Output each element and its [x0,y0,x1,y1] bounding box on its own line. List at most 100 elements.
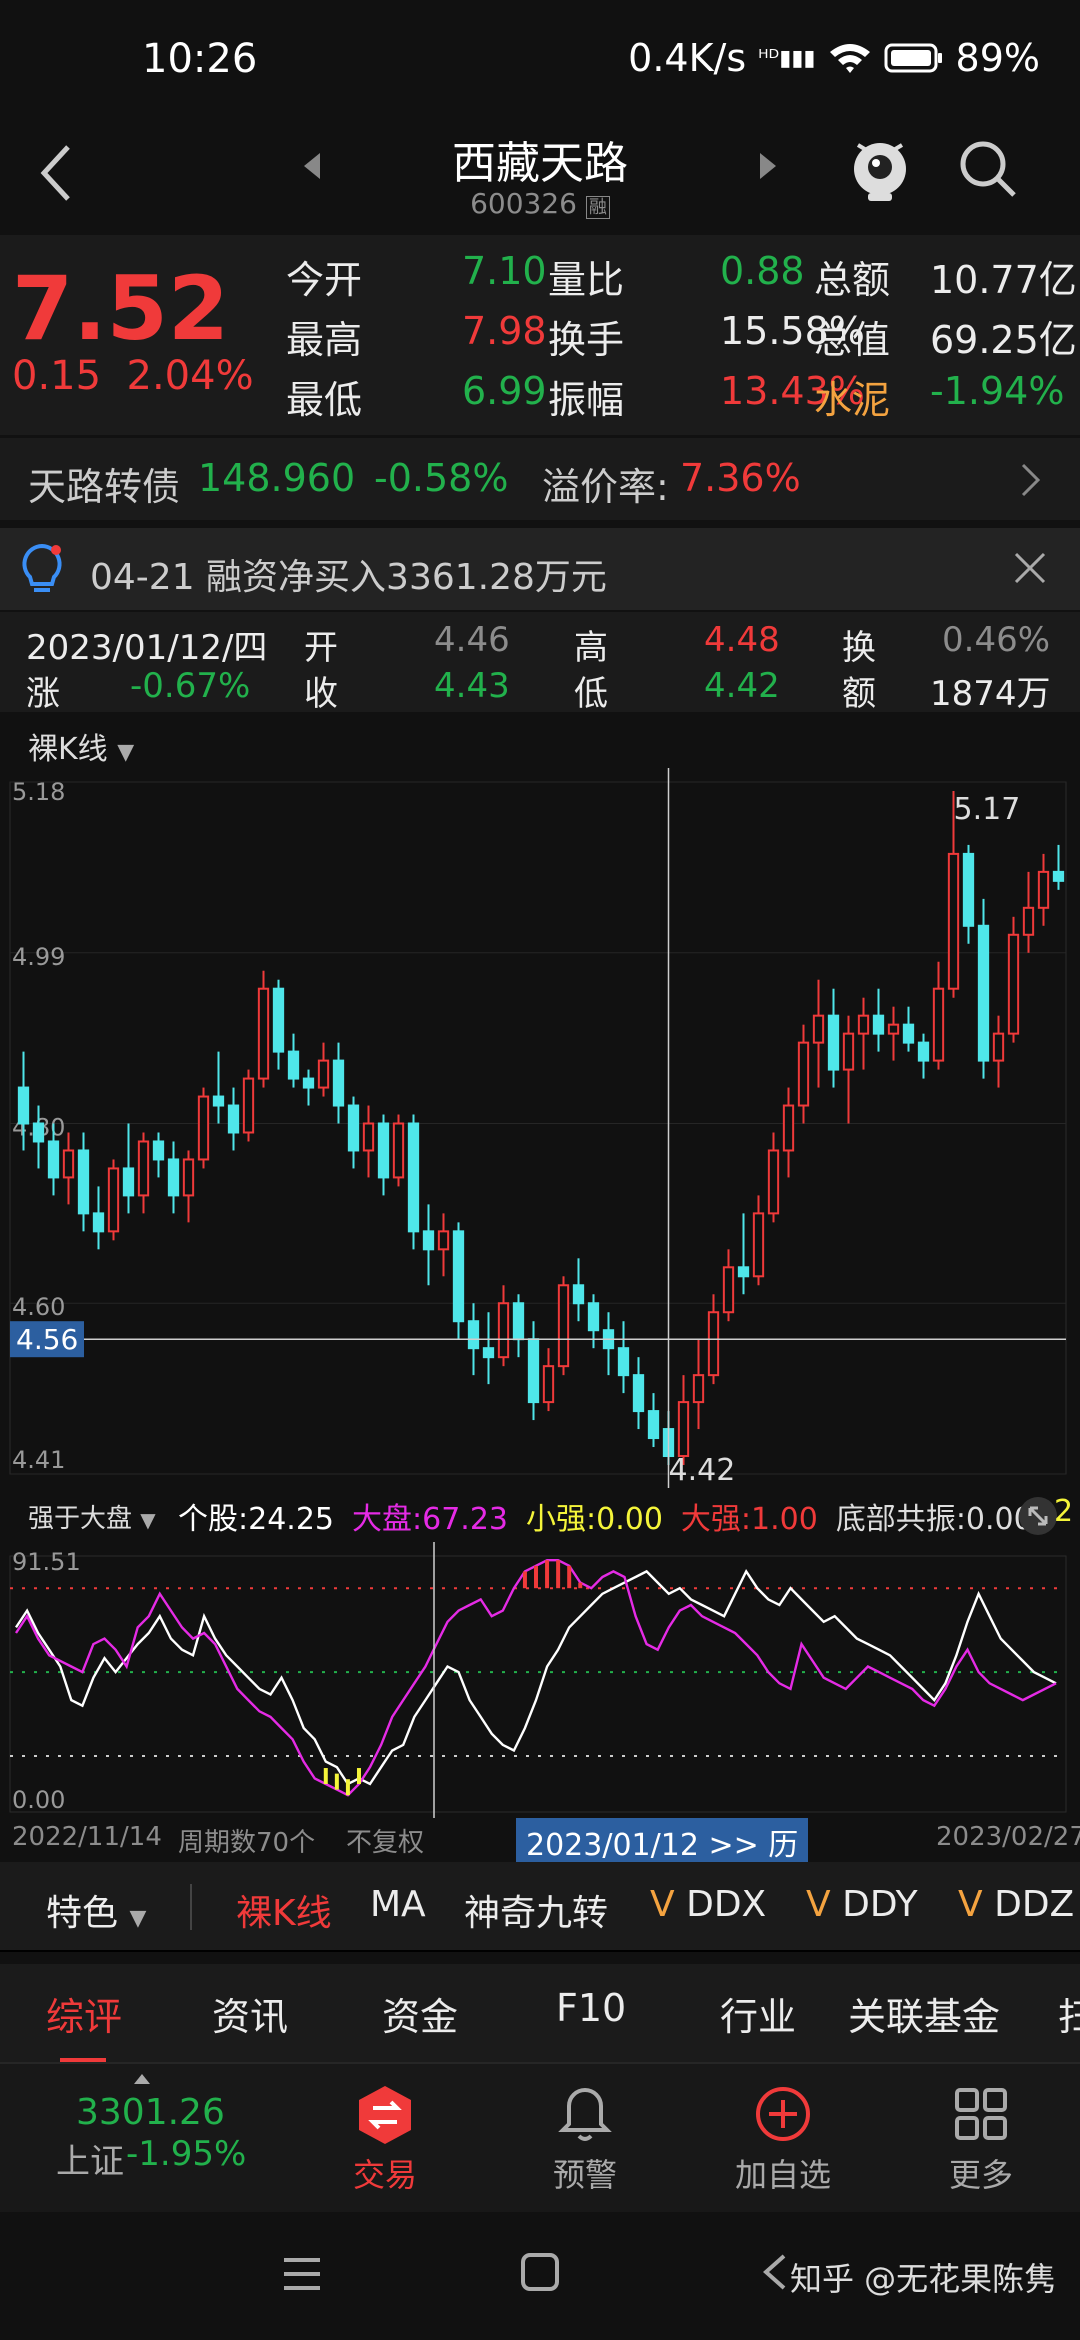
next-stock-icon[interactable] [756,151,780,181]
low-value: 4.42 [704,666,780,706]
high-label: 高 [574,628,608,668]
candle-body [17,1086,30,1125]
title-bar: 西藏天路 600326 融 [0,125,1080,235]
add-watchlist-button[interactable]: 加自选 [718,2084,848,2204]
candle-body [422,1230,435,1251]
close-icon[interactable] [1012,550,1048,586]
tab-more[interactable]: 扫 [1058,1995,1080,2039]
network-speed: 0.4K/s [628,36,747,80]
tab-related-funds[interactable]: 关联基金 [848,1995,1001,2039]
axis-current-date[interactable]: 2023/01/12 >> 历 [516,1818,809,1866]
feature-ddz[interactable]: V DDZ [958,1884,1075,1925]
candle-body [572,1284,585,1305]
alert-button[interactable]: 预警 [520,2084,650,2204]
candle-body [47,1140,60,1179]
candlestick-svg: 5.184.994.804.604.414.565.174.42 [9,768,1067,1488]
stock-strength-line [14,1568,1057,1786]
back-icon[interactable] [38,143,78,203]
change-value: -0.67% [130,666,251,706]
feature-ma[interactable]: MA [370,1884,426,1925]
feature-bar: 特色 ▼ 裸K线 MA 神奇九转 V DDX V DDY V DDZ [0,1862,1080,1952]
candle-body [917,1041,930,1062]
feature-menu[interactable]: 特色 ▼ [46,1893,147,1934]
bond-name: 天路转债 [28,465,181,509]
back-nav-icon[interactable] [760,2252,790,2292]
prev-stock-icon[interactable] [300,151,324,181]
menu-icon[interactable] [282,2256,322,2292]
index-quote[interactable]: 3301.26 上证 -1.95% [0,2064,290,2214]
tab-news[interactable]: 资讯 [212,1995,289,2039]
candle-body [737,1266,750,1278]
quote-label: 水泥 [814,378,891,422]
more-label: 更多 [948,2156,1013,2194]
tab-funds[interactable]: 资金 [382,1995,459,2039]
more-button[interactable]: 更多 [916,2084,1046,2204]
wifi-icon [829,44,870,73]
expand-icon[interactable] [1018,1496,1058,1536]
index-value: 3301.26 [76,2092,225,2133]
crosshair-label: 4.56 [16,1323,78,1356]
candle-body [362,1122,375,1152]
candle-body [647,1410,660,1440]
indicator-svg: 91.51 0.00 [9,1542,1067,1818]
crosshair-label-box [10,1321,84,1358]
search-icon[interactable] [956,137,1020,201]
candle-body [332,1059,345,1107]
feature-naked-kline[interactable]: 裸K线 [236,1893,332,1934]
legend-value: 0.00 [596,1502,663,1537]
candle-body [812,1014,825,1044]
candle-body [137,1140,150,1197]
candle-body [227,1104,240,1134]
candle-body [902,1023,915,1044]
feature-magic-nine[interactable]: 神奇九转 [464,1893,609,1934]
candle-body [857,1014,870,1035]
candle-body [347,1104,360,1152]
quote-panel: 7.52 0.15 2.04% 今开 7.10 量比 0.88 总额 10.77亿 最高 7.… [0,235,1080,435]
indicator-chart[interactable]: 91.51 0.00 [0,1542,1080,1818]
amount-label: 额 [842,674,876,714]
home-icon[interactable] [520,2252,560,2292]
candlestick-chart[interactable]: 5.184.994.804.604.414.565.174.42 [0,768,1080,1488]
quote-label: 今开 [286,258,363,302]
convertible-bond-row[interactable]: 天路转债 148.960 -0.58% 溢价率: 7.36% [0,438,1080,520]
y-tick-label: 91.51 [12,1548,81,1576]
trade-label: 交易 [352,2156,417,2194]
notice-text: 04-21 融资净买入3361.28万元 [90,557,607,598]
indicator-legend-bar: 强于大盘 ▼ 个股:24.25 大盘:67.23 小强:0.00 大强:1.00 底部共… [0,1488,1080,1542]
candle-body [557,1284,570,1368]
margin-notice[interactable]: 04-21 融资净买入3361.28万元 [0,528,1080,610]
assistant-icon[interactable] [848,131,912,205]
trade-button[interactable]: 交易 [320,2084,450,2204]
tab-overview[interactable]: 综评 [46,1995,123,2039]
feature-ddy[interactable]: V DDY [806,1884,918,1925]
bell-icon [558,2087,612,2141]
amount-value: 1874万 [930,674,1051,714]
axis-period: 周期数70个 [178,1828,316,1858]
kline-type-dropdown[interactable]: 裸K线 ▼ [28,732,135,767]
hd-signal-icon: ᴴᴰ▮▮▮ [758,45,816,71]
candle-body [707,1311,720,1377]
price-change: 0.15 2.04% [12,353,254,399]
candle-body [242,1077,255,1134]
candle-body [272,987,285,1053]
indicator-legend: 个股:24.25 大盘:67.23 小强:0.00 大强:1.00 底部共振:0.00 [178,1494,1033,1538]
candle-body [767,1149,780,1215]
market-line [14,1559,1057,1797]
axis-end: 2023/02/27 [936,1822,1080,1852]
candle-body [677,1401,690,1458]
turnover-value: 0.46% [942,620,1051,660]
feature-ddx[interactable]: V DDX [650,1884,767,1925]
candle-body [392,1122,405,1179]
candle-body [92,1212,105,1233]
candle-body [152,1140,165,1161]
candle-body [782,1104,795,1152]
tab-f10[interactable]: F10 [556,1986,627,2030]
tab-industry[interactable]: 行业 [720,1995,797,2039]
alert-label: 预警 [552,2156,617,2194]
tab-active-indicator [60,2058,106,2063]
indicator-dropdown[interactable]: 强于大盘 ▼ [28,1504,156,1534]
quote-label: 振幅 [548,378,625,422]
v-icon: V [806,1884,831,1925]
axis-adjust: 不复权 [346,1828,425,1858]
candle-body [1007,933,1020,1035]
